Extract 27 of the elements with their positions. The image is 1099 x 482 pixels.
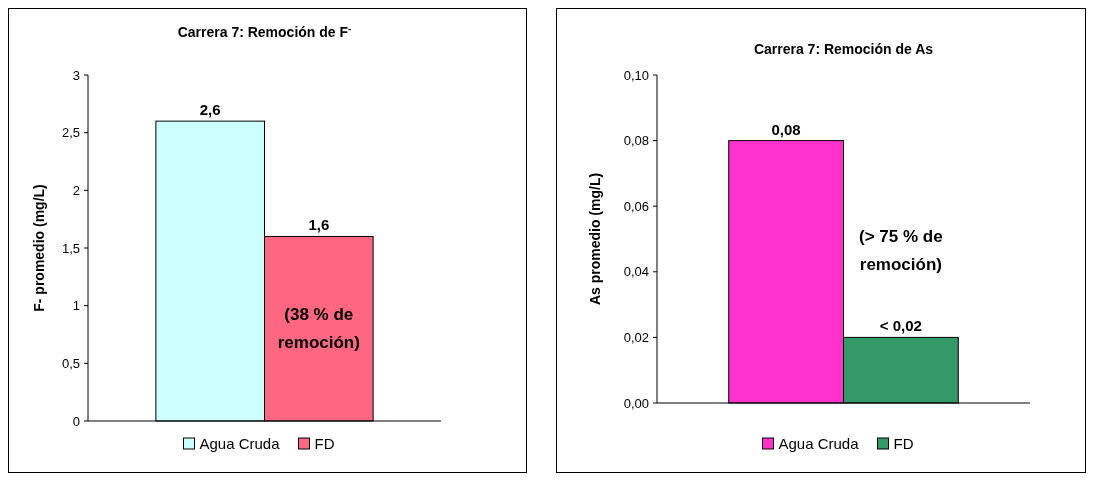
legend-label: FD: [893, 435, 914, 453]
y-tick-label: 0,00: [623, 395, 649, 411]
chart-title: Carrera 7: Remoción de As: [753, 41, 934, 57]
legend-label: Agua Cruda: [199, 435, 281, 453]
y-tick-label: 1,5: [61, 240, 80, 256]
annotation: (> 75 % de remoción): [859, 227, 943, 275]
chart-title: Carrera 7: Remoción de F$^{-}$: [177, 22, 352, 40]
data-label: 2,6: [199, 101, 221, 119]
y-tick-label: 0,02: [623, 329, 649, 345]
data-label: < 0,02: [879, 317, 922, 335]
y-tick-label: 2,5: [61, 125, 80, 141]
data-label: 0,08: [771, 120, 801, 138]
y-tick-label: 3: [72, 67, 80, 83]
annotation: (38 % de remoción): [277, 304, 360, 352]
y-axis-title: F- promedio (mg/L): [31, 184, 47, 312]
data-label: 1,6: [308, 216, 330, 234]
y-tick-label: 1: [72, 298, 80, 314]
y-tick-label: 2: [72, 182, 80, 198]
y-tick-label: 0,04: [623, 264, 649, 280]
legend-label: FD: [314, 435, 335, 453]
y-tick-label: 0,10: [623, 67, 649, 83]
y-tick-label: 0: [72, 413, 80, 429]
y-axis-title: As promedio (mg/L): [587, 172, 603, 306]
y-tick-label: 0,08: [623, 133, 649, 149]
y-tick-label: 0,06: [623, 198, 649, 214]
y-tick-label: 0,5: [61, 355, 80, 371]
legend-label: Agua Cruda: [778, 435, 860, 453]
